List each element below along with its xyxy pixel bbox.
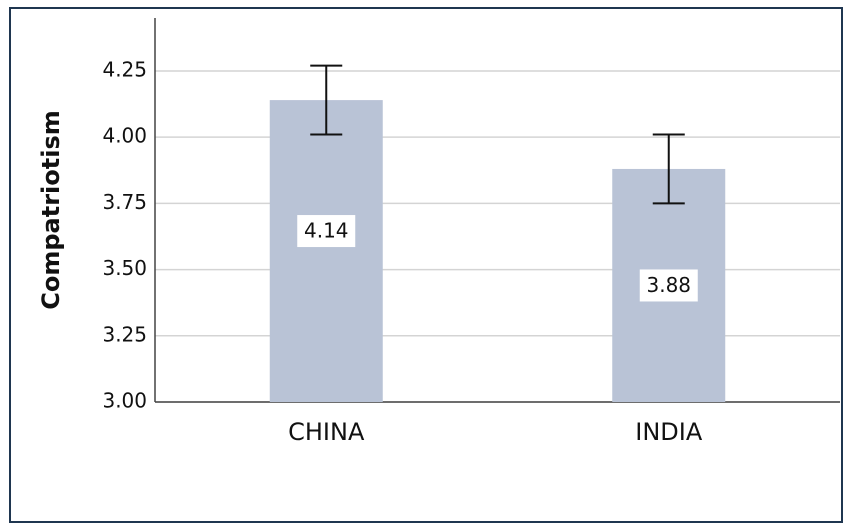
- y-tick-label: 4.25: [102, 57, 147, 81]
- y-axis-label: Compatriotism: [37, 110, 65, 310]
- y-tick-label: 4.00: [102, 124, 147, 148]
- data-label-box: [297, 215, 356, 248]
- y-tick-label: 3.75: [102, 190, 147, 214]
- data-label: 3.88: [646, 273, 691, 297]
- data-label: 4.14: [304, 219, 349, 243]
- error-bar: [652, 133, 685, 205]
- x-tick-label: INDIA: [635, 418, 703, 446]
- x-tick-label: CHINA: [288, 418, 365, 446]
- y-tick-label: 3.50: [102, 256, 147, 280]
- bar: [269, 100, 383, 402]
- data-label-box: [639, 269, 698, 302]
- y-tick-label: 3.25: [102, 322, 147, 346]
- error-bar: [310, 64, 343, 136]
- y-tick-label: 3.00: [102, 389, 147, 413]
